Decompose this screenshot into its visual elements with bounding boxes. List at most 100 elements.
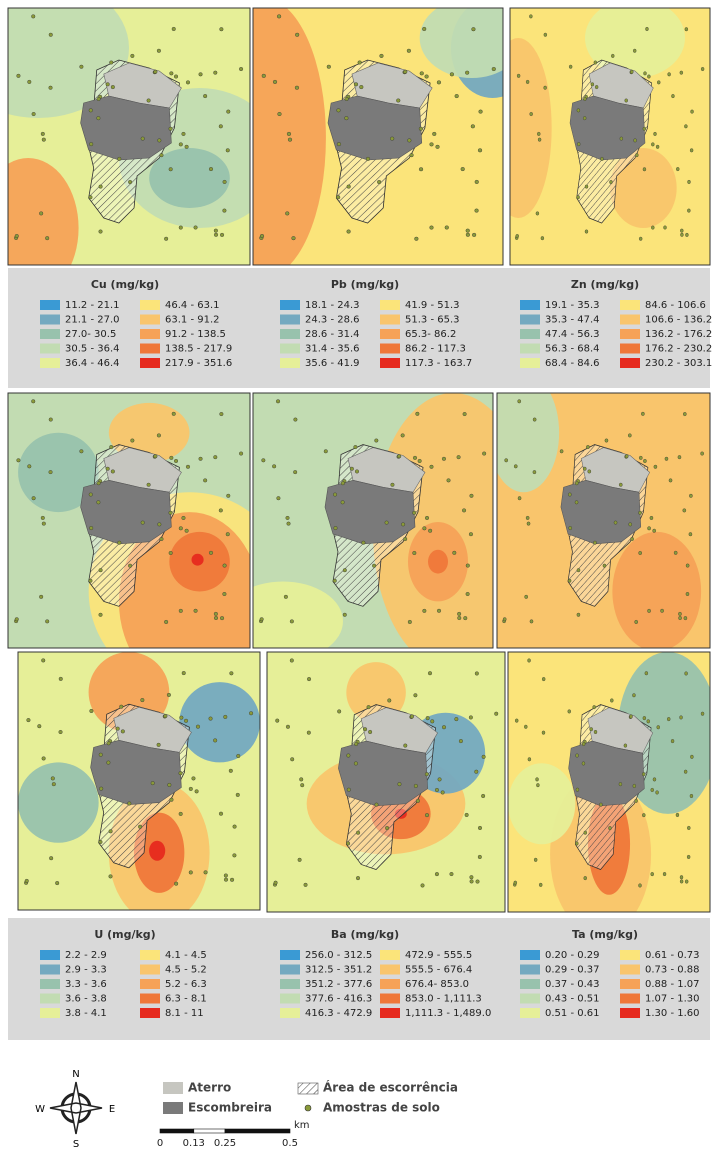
sample-point bbox=[262, 74, 266, 78]
sample-point bbox=[230, 672, 234, 676]
sample-point bbox=[475, 180, 479, 184]
legend-label: 18.1 - 24.3 bbox=[305, 300, 360, 311]
sample-point bbox=[518, 400, 521, 404]
sample-point bbox=[27, 80, 31, 84]
sample-point bbox=[109, 829, 113, 833]
legend-swatch bbox=[280, 1008, 300, 1018]
sample-point bbox=[678, 616, 681, 620]
sample-point bbox=[220, 233, 224, 237]
legend-label: 27.0- 30.5 bbox=[65, 329, 116, 340]
map-panel bbox=[18, 652, 260, 923]
scale-segment bbox=[160, 1129, 194, 1133]
sample-point bbox=[455, 94, 459, 98]
sample-point bbox=[533, 470, 536, 474]
sample-point bbox=[220, 616, 224, 620]
sample-point bbox=[186, 465, 190, 469]
sample-point bbox=[423, 527, 427, 531]
sample-point bbox=[610, 699, 613, 703]
map-zone bbox=[179, 682, 260, 762]
sample-point bbox=[292, 236, 296, 240]
legend-swatch bbox=[380, 329, 400, 339]
sample-point bbox=[465, 71, 469, 75]
sample-point bbox=[375, 439, 379, 443]
legend-label: 86.2 - 117.3 bbox=[405, 344, 466, 355]
legend-label: 65.3- 86.2 bbox=[405, 329, 456, 340]
sample-point bbox=[346, 842, 350, 846]
legend-label: 230.2 - 303.1 bbox=[645, 358, 712, 369]
sample-point bbox=[236, 793, 240, 797]
legend-title: Cu (mg/kg) bbox=[91, 278, 159, 291]
sample-point bbox=[639, 551, 642, 555]
map-panel bbox=[488, 373, 710, 651]
sample-point bbox=[154, 70, 158, 74]
sample-point bbox=[167, 693, 171, 697]
sample-point bbox=[401, 523, 405, 527]
sample-point bbox=[80, 449, 84, 453]
sample-point bbox=[674, 551, 677, 555]
legend-title: U (mg/kg) bbox=[94, 928, 155, 941]
sample-point bbox=[463, 616, 467, 620]
sample-point bbox=[583, 467, 586, 471]
legend-label: 416.3 - 472.9 bbox=[305, 1008, 372, 1019]
sample-point bbox=[343, 613, 347, 617]
legend-swatch bbox=[620, 950, 640, 960]
scale-label: 0.5 bbox=[282, 1138, 298, 1149]
map-zone bbox=[612, 532, 701, 651]
sample-point bbox=[594, 61, 597, 65]
sample-point bbox=[536, 212, 539, 216]
sample-point bbox=[651, 872, 654, 876]
legend-swatch bbox=[380, 994, 400, 1004]
sample-point bbox=[568, 579, 571, 583]
escombreira-label: Escombreira bbox=[188, 1101, 272, 1115]
map-panel bbox=[0, 0, 280, 298]
sample-point bbox=[327, 65, 331, 69]
sample-point bbox=[337, 142, 341, 146]
sample-point bbox=[272, 465, 276, 469]
legend-swatch bbox=[140, 358, 160, 368]
compass-e: E bbox=[109, 1104, 115, 1115]
sample-point bbox=[450, 73, 454, 77]
sample-point bbox=[49, 33, 53, 37]
sample-point bbox=[51, 777, 55, 781]
sample-point bbox=[586, 445, 589, 449]
sample-point bbox=[299, 778, 303, 782]
sample-point bbox=[138, 825, 142, 829]
sample-point bbox=[457, 455, 461, 459]
sample-point bbox=[154, 454, 158, 458]
legend-swatch bbox=[520, 965, 540, 975]
sample-point bbox=[684, 125, 687, 129]
sample-point bbox=[179, 527, 183, 531]
sample-point bbox=[478, 826, 482, 830]
sample-point bbox=[285, 212, 289, 216]
sample-point bbox=[273, 80, 277, 84]
map-panel bbox=[485, 0, 710, 265]
legend-label: 31.4 - 35.6 bbox=[305, 344, 360, 355]
sample-point bbox=[642, 813, 645, 817]
sample-point bbox=[680, 716, 683, 720]
sample-point bbox=[214, 616, 218, 620]
sample-point bbox=[632, 693, 635, 697]
sample-point bbox=[97, 481, 101, 485]
sample-point bbox=[463, 412, 467, 416]
sample-point bbox=[605, 439, 608, 443]
sample-point bbox=[432, 132, 436, 136]
sample-point bbox=[528, 659, 531, 663]
legend-swatch bbox=[620, 344, 640, 354]
sample-point bbox=[414, 693, 418, 697]
sample-point bbox=[517, 74, 520, 78]
sample-point bbox=[164, 714, 168, 718]
sample-point bbox=[568, 710, 571, 714]
sample-point bbox=[476, 880, 480, 884]
legend-swatch bbox=[280, 950, 300, 960]
sample-point bbox=[236, 754, 240, 758]
aterro-label: Aterro bbox=[188, 1081, 231, 1095]
legend-swatch bbox=[140, 300, 160, 310]
sample-point bbox=[611, 54, 614, 58]
legend-label: 2.9 - 3.3 bbox=[65, 965, 107, 976]
sample-point bbox=[89, 142, 93, 146]
sample-point bbox=[362, 541, 366, 545]
legend-label: 51.3 - 65.3 bbox=[405, 315, 460, 326]
sample-point bbox=[638, 511, 641, 515]
sample-point bbox=[588, 470, 591, 474]
sample-point bbox=[686, 564, 689, 568]
